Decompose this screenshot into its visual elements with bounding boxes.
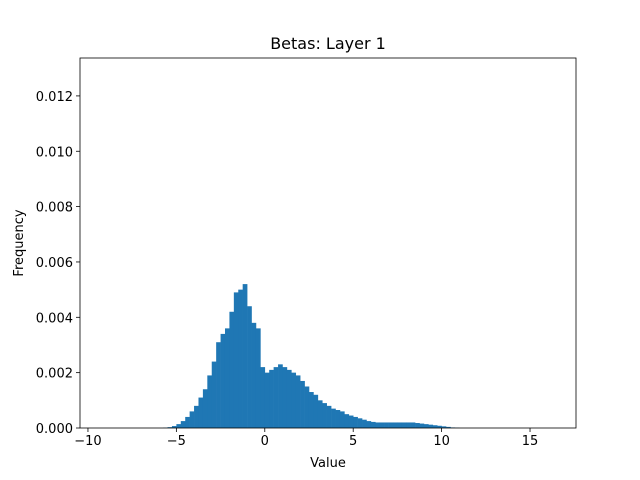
bar — [202, 389, 208, 428]
bar — [282, 367, 288, 428]
bar — [401, 422, 407, 428]
bar — [251, 322, 257, 428]
bar — [326, 405, 332, 428]
bar — [238, 289, 243, 428]
bar — [362, 419, 367, 428]
bar — [339, 411, 345, 428]
bar — [295, 375, 301, 428]
bar — [313, 394, 319, 428]
bar — [211, 361, 217, 428]
bar — [366, 421, 372, 428]
bar — [233, 292, 239, 428]
bar — [185, 416, 190, 428]
x-tick-label: −5 — [167, 434, 186, 449]
axes-frame — [79, 57, 577, 429]
y-tick-label: 0.012 — [36, 90, 73, 105]
bar — [207, 375, 213, 428]
bar — [269, 369, 274, 428]
bar — [322, 403, 327, 428]
bar — [264, 372, 270, 428]
bar — [198, 397, 204, 428]
bar — [370, 421, 376, 428]
bar — [441, 426, 447, 428]
bar — [384, 422, 389, 428]
bar — [348, 415, 354, 428]
bar — [180, 421, 186, 428]
bar — [286, 369, 292, 428]
bar — [260, 367, 266, 428]
bar — [432, 425, 438, 428]
bar — [308, 392, 314, 428]
bar — [291, 372, 297, 428]
bar — [410, 422, 416, 428]
bar — [335, 410, 341, 428]
bar — [300, 380, 305, 428]
bar — [224, 328, 230, 428]
bar — [317, 400, 323, 428]
bar — [406, 422, 411, 428]
bar — [171, 426, 177, 428]
bar — [415, 423, 420, 428]
bar — [278, 364, 283, 428]
x-axis-label: Value — [310, 456, 346, 471]
chart-title: Betas: Layer 1 — [270, 34, 386, 53]
plot-area — [163, 284, 460, 428]
bar — [375, 422, 381, 428]
x-tick-label: 5 — [349, 434, 357, 449]
x-tick-label: 0 — [261, 434, 269, 449]
y-tick-label: 0.002 — [36, 367, 73, 382]
bar — [423, 424, 429, 428]
bar — [392, 422, 398, 428]
x-tick-label: 10 — [433, 434, 450, 449]
y-tick-label: 0.008 — [36, 201, 73, 216]
bar — [344, 414, 350, 428]
bar — [167, 427, 173, 428]
bar — [229, 311, 235, 428]
bar — [357, 418, 363, 428]
x-tick-label: −10 — [74, 434, 101, 449]
bar — [397, 422, 403, 428]
bar — [419, 423, 425, 428]
y-tick-label: 0.000 — [36, 422, 73, 437]
y-tick-label: 0.006 — [36, 256, 73, 271]
bar — [194, 405, 199, 428]
bar — [331, 408, 336, 428]
bar — [304, 386, 310, 428]
bar — [216, 342, 221, 428]
bar — [176, 424, 182, 428]
bar — [446, 426, 451, 428]
bar — [242, 284, 248, 428]
y-axis-label: Frequency — [12, 209, 27, 276]
bar — [247, 306, 252, 428]
bar — [255, 328, 261, 428]
y-tick-label: 0.010 — [36, 145, 73, 160]
y-tick-label: 0.004 — [36, 311, 73, 326]
bar — [353, 416, 358, 428]
bar — [220, 333, 226, 428]
bar — [189, 411, 195, 428]
bar — [388, 422, 394, 428]
x-tick-label: 15 — [522, 434, 539, 449]
bar — [273, 367, 279, 428]
bar — [379, 422, 385, 428]
bar — [428, 424, 434, 428]
bar — [437, 425, 442, 428]
